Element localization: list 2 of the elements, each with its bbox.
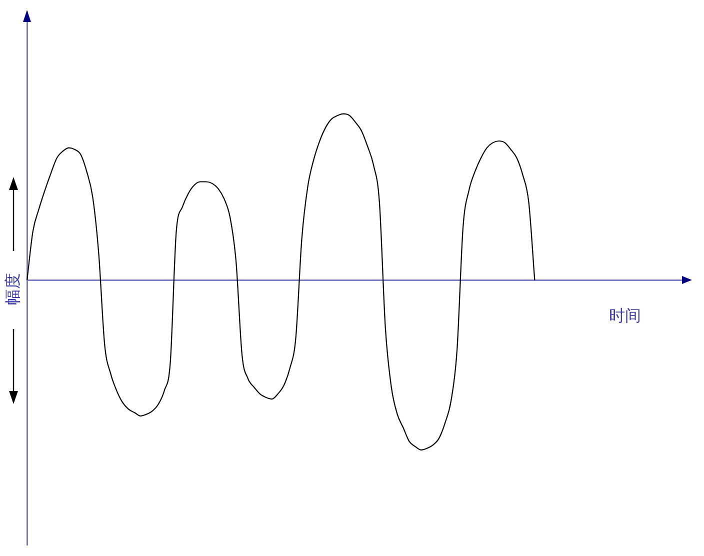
y-axis-title: 幅度: [3, 273, 22, 305]
x-axis-title: 时间: [609, 306, 641, 326]
